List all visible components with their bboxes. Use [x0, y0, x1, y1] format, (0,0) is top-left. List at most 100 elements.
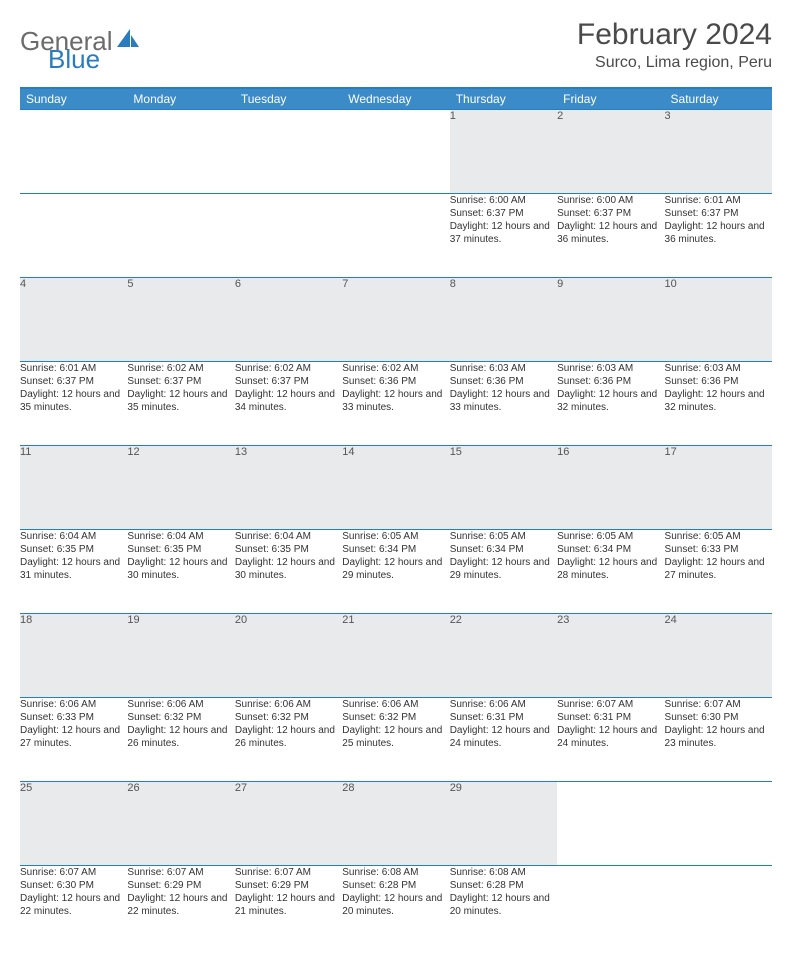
daylight-line: Daylight: 12 hours and 26 minutes. — [235, 724, 342, 750]
sunset-line: Sunset: 6:36 PM — [665, 375, 772, 388]
day-content-cell: Sunrise: 6:06 AMSunset: 6:33 PMDaylight:… — [20, 698, 127, 782]
day-content-cell: Sunrise: 6:02 AMSunset: 6:37 PMDaylight:… — [127, 362, 234, 446]
day-content-cell: Sunrise: 6:05 AMSunset: 6:34 PMDaylight:… — [450, 530, 557, 614]
daylight-line: Daylight: 12 hours and 23 minutes. — [665, 724, 772, 750]
sunset-line: Sunset: 6:31 PM — [450, 711, 557, 724]
day-content-row: Sunrise: 6:04 AMSunset: 6:35 PMDaylight:… — [20, 530, 772, 614]
sunrise-line: Sunrise: 6:00 AM — [450, 194, 557, 207]
sunset-line: Sunset: 6:34 PM — [557, 543, 664, 556]
daylight-line: Daylight: 12 hours and 31 minutes. — [20, 556, 127, 582]
day-number-cell — [20, 110, 127, 194]
day-content-cell — [665, 866, 772, 950]
sunset-line: Sunset: 6:32 PM — [342, 711, 449, 724]
sunrise-line: Sunrise: 6:05 AM — [557, 530, 664, 543]
daylight-line: Daylight: 12 hours and 20 minutes. — [342, 892, 449, 918]
daylight-line: Daylight: 12 hours and 30 minutes. — [235, 556, 342, 582]
sunrise-line: Sunrise: 6:02 AM — [235, 362, 342, 375]
day-content-cell: Sunrise: 6:05 AMSunset: 6:34 PMDaylight:… — [557, 530, 664, 614]
sunset-line: Sunset: 6:30 PM — [20, 879, 127, 892]
day-content-cell — [342, 194, 449, 278]
weekday-header: Friday — [557, 88, 664, 110]
day-number-cell: 4 — [20, 278, 127, 362]
day-number-cell: 5 — [127, 278, 234, 362]
weekday-header: Monday — [127, 88, 234, 110]
daylight-line: Daylight: 12 hours and 20 minutes. — [450, 892, 557, 918]
day-number-cell: 18 — [20, 614, 127, 698]
day-number-cell: 8 — [450, 278, 557, 362]
daylight-line: Daylight: 12 hours and 30 minutes. — [127, 556, 234, 582]
day-number-cell: 9 — [557, 278, 664, 362]
day-content-row: Sunrise: 6:01 AMSunset: 6:37 PMDaylight:… — [20, 362, 772, 446]
sunset-line: Sunset: 6:31 PM — [557, 711, 664, 724]
day-number-cell: 20 — [235, 614, 342, 698]
day-content-cell: Sunrise: 6:06 AMSunset: 6:32 PMDaylight:… — [342, 698, 449, 782]
weekday-header: Thursday — [450, 88, 557, 110]
sunrise-line: Sunrise: 6:07 AM — [127, 866, 234, 879]
day-content-cell: Sunrise: 6:06 AMSunset: 6:32 PMDaylight:… — [127, 698, 234, 782]
daylight-line: Daylight: 12 hours and 29 minutes. — [450, 556, 557, 582]
daylight-line: Daylight: 12 hours and 22 minutes. — [127, 892, 234, 918]
sunset-line: Sunset: 6:37 PM — [450, 207, 557, 220]
sunset-line: Sunset: 6:29 PM — [127, 879, 234, 892]
daylight-line: Daylight: 12 hours and 32 minutes. — [665, 388, 772, 414]
sunset-line: Sunset: 6:34 PM — [342, 543, 449, 556]
day-content-cell — [235, 194, 342, 278]
daylight-line: Daylight: 12 hours and 24 minutes. — [450, 724, 557, 750]
daylight-line: Daylight: 12 hours and 24 minutes. — [557, 724, 664, 750]
day-content-cell: Sunrise: 6:04 AMSunset: 6:35 PMDaylight:… — [235, 530, 342, 614]
daylight-line: Daylight: 12 hours and 26 minutes. — [127, 724, 234, 750]
sunrise-line: Sunrise: 6:02 AM — [342, 362, 449, 375]
day-content-cell: Sunrise: 6:05 AMSunset: 6:34 PMDaylight:… — [342, 530, 449, 614]
day-content-cell: Sunrise: 6:08 AMSunset: 6:28 PMDaylight:… — [342, 866, 449, 950]
sunrise-line: Sunrise: 6:03 AM — [665, 362, 772, 375]
sunset-line: Sunset: 6:37 PM — [235, 375, 342, 388]
sunset-line: Sunset: 6:29 PM — [235, 879, 342, 892]
day-number-cell: 1 — [450, 110, 557, 194]
daylight-line: Daylight: 12 hours and 33 minutes. — [450, 388, 557, 414]
day-content-cell: Sunrise: 6:03 AMSunset: 6:36 PMDaylight:… — [665, 362, 772, 446]
day-content-cell — [127, 194, 234, 278]
day-number-cell — [235, 110, 342, 194]
sunrise-line: Sunrise: 6:07 AM — [20, 866, 127, 879]
sunset-line: Sunset: 6:32 PM — [127, 711, 234, 724]
daylight-line: Daylight: 12 hours and 22 minutes. — [20, 892, 127, 918]
sunset-line: Sunset: 6:36 PM — [557, 375, 664, 388]
day-number-cell: 26 — [127, 782, 234, 866]
sunrise-line: Sunrise: 6:06 AM — [127, 698, 234, 711]
sunset-line: Sunset: 6:33 PM — [665, 543, 772, 556]
day-content-cell: Sunrise: 6:07 AMSunset: 6:30 PMDaylight:… — [665, 698, 772, 782]
day-content-cell: Sunrise: 6:07 AMSunset: 6:30 PMDaylight:… — [20, 866, 127, 950]
day-number-cell: 14 — [342, 446, 449, 530]
sunset-line: Sunset: 6:35 PM — [235, 543, 342, 556]
sunset-line: Sunset: 6:32 PM — [235, 711, 342, 724]
daylight-line: Daylight: 12 hours and 25 minutes. — [342, 724, 449, 750]
sunrise-line: Sunrise: 6:07 AM — [235, 866, 342, 879]
daylight-line: Daylight: 12 hours and 21 minutes. — [235, 892, 342, 918]
daylight-line: Daylight: 12 hours and 27 minutes. — [665, 556, 772, 582]
day-content-row: Sunrise: 6:00 AMSunset: 6:37 PMDaylight:… — [20, 194, 772, 278]
day-content-cell: Sunrise: 6:06 AMSunset: 6:31 PMDaylight:… — [450, 698, 557, 782]
sunrise-line: Sunrise: 6:08 AM — [342, 866, 449, 879]
day-content-cell — [557, 866, 664, 950]
day-number-cell: 28 — [342, 782, 449, 866]
day-content-cell: Sunrise: 6:03 AMSunset: 6:36 PMDaylight:… — [450, 362, 557, 446]
day-number-cell — [665, 782, 772, 866]
day-number-cell: 16 — [557, 446, 664, 530]
day-number-cell: 7 — [342, 278, 449, 362]
sunset-line: Sunset: 6:35 PM — [127, 543, 234, 556]
sunset-line: Sunset: 6:28 PM — [342, 879, 449, 892]
sunrise-line: Sunrise: 6:06 AM — [235, 698, 342, 711]
sunset-line: Sunset: 6:33 PM — [20, 711, 127, 724]
sunset-line: Sunset: 6:37 PM — [20, 375, 127, 388]
daylight-line: Daylight: 12 hours and 35 minutes. — [127, 388, 234, 414]
sunrise-line: Sunrise: 6:03 AM — [450, 362, 557, 375]
day-content-cell: Sunrise: 6:07 AMSunset: 6:29 PMDaylight:… — [235, 866, 342, 950]
day-content-cell: Sunrise: 6:04 AMSunset: 6:35 PMDaylight:… — [127, 530, 234, 614]
sunrise-line: Sunrise: 6:00 AM — [557, 194, 664, 207]
sunset-line: Sunset: 6:37 PM — [557, 207, 664, 220]
day-content-cell — [20, 194, 127, 278]
weekday-header: Wednesday — [342, 88, 449, 110]
sunrise-line: Sunrise: 6:06 AM — [342, 698, 449, 711]
day-number-cell: 6 — [235, 278, 342, 362]
sunrise-line: Sunrise: 6:04 AM — [127, 530, 234, 543]
